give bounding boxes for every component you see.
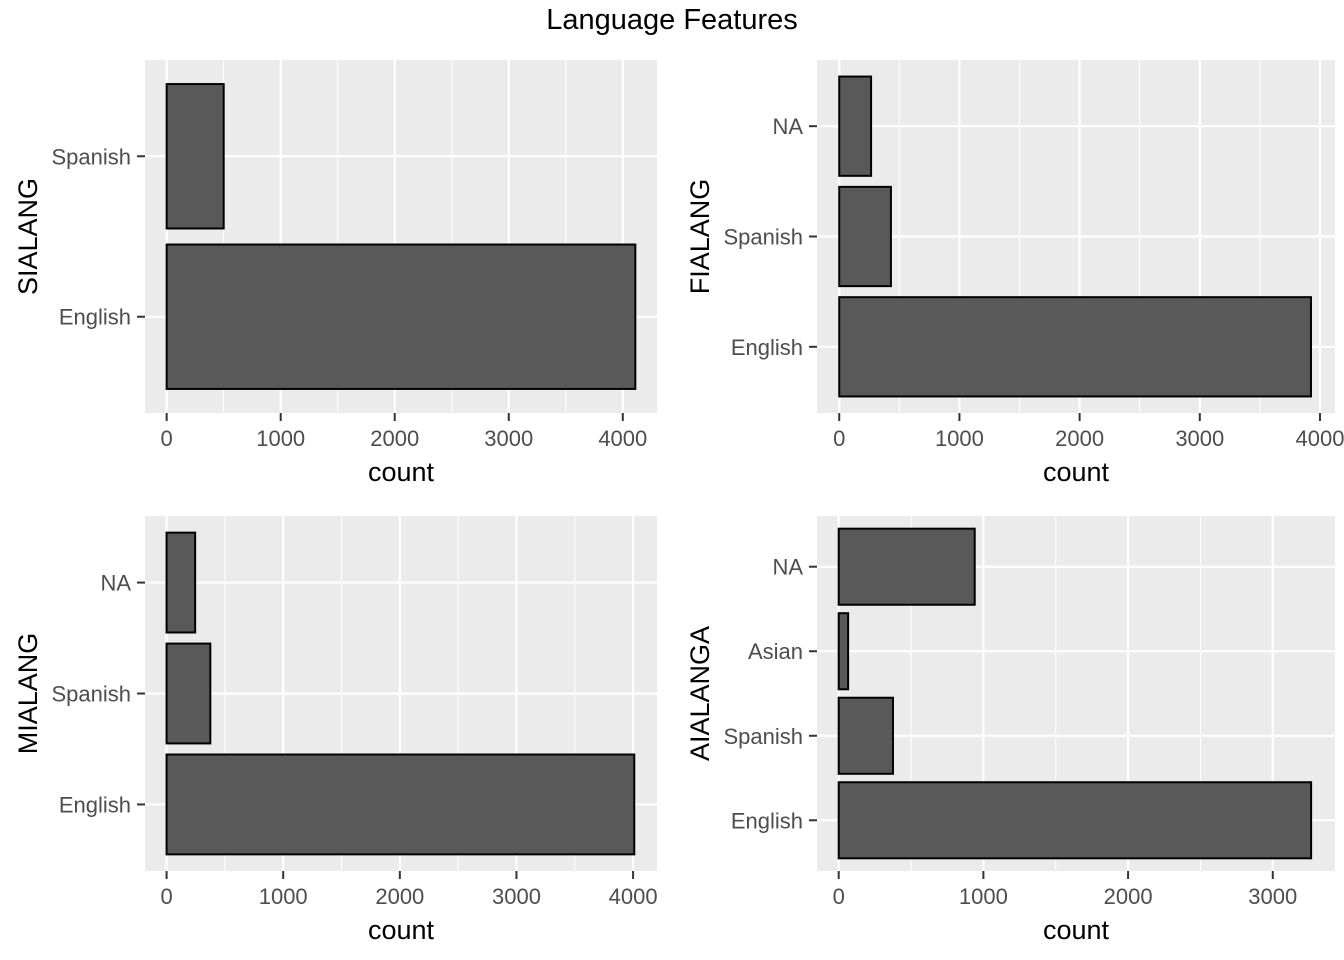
bar-english (838, 296, 1312, 398)
x-tick-label: 3000 (492, 884, 541, 909)
x-tick-label: 4000 (1296, 426, 1344, 451)
y-axis-title: MIALANG (13, 633, 43, 755)
x-tick-label: 3000 (1248, 884, 1297, 909)
bar-english (165, 753, 636, 856)
y-axis-title: SIALANG (13, 178, 43, 295)
bar-spanish (165, 83, 225, 230)
x-tick-label: 0 (160, 884, 172, 909)
y-tick-label: Spanish (723, 724, 803, 749)
y-tick-label: English (731, 808, 803, 833)
y-tick-label: NA (772, 555, 803, 580)
y-tick-label: NA (100, 571, 131, 596)
bar-spanish (837, 696, 894, 775)
x-tick-label: 1000 (935, 426, 984, 451)
x-tick-label: 2000 (370, 426, 419, 451)
bar-english (837, 781, 1313, 860)
x-tick-label: 1000 (959, 884, 1008, 909)
bar-na (165, 531, 197, 634)
y-axis-title: AIALANGA (685, 626, 715, 761)
bar-english (165, 243, 637, 390)
y-tick-label: English (731, 335, 803, 360)
x-axis-title: count (368, 457, 435, 487)
panel-aialanga: English Spanish Asian NA 0 1000 2000 3000 count A… (685, 516, 1335, 945)
bar-na (838, 75, 873, 177)
x-tick-label: 0 (833, 426, 845, 451)
x-tick-label: 1000 (259, 884, 308, 909)
panel-mialang: English Spanish NA 0 1000 2000 3000 4000 count MI… (13, 516, 658, 945)
bar-spanish (165, 642, 212, 745)
x-tick-label: 2000 (375, 884, 424, 909)
x-tick-label: 4000 (609, 884, 658, 909)
x-tick-label: 3000 (484, 426, 533, 451)
x-tick-label: 4000 (598, 426, 647, 451)
x-tick-label: 0 (161, 426, 173, 451)
x-tick-label: 3000 (1175, 426, 1224, 451)
y-tick-label: English (59, 305, 131, 330)
x-tick-label: 2000 (1055, 426, 1104, 451)
figure-title: Language Features (546, 4, 798, 36)
y-tick-label: Spanish (51, 144, 131, 169)
x-axis-title: count (1043, 915, 1110, 945)
panel-sialang: English Spanish 0 1000 2000 3000 4000 count SIAL… (13, 60, 657, 487)
bar-spanish (838, 185, 892, 288)
x-tick-label: 2000 (1104, 884, 1153, 909)
x-axis-title: count (368, 915, 435, 945)
panel-fialang: English Spanish NA 0 1000 2000 3000 4000 count FI… (685, 60, 1344, 487)
y-axis-title: FIALANG (685, 179, 715, 295)
bar-na (837, 527, 976, 606)
x-axis-title: count (1043, 457, 1110, 487)
bar-asian (837, 612, 850, 691)
x-tick-label: 1000 (256, 426, 305, 451)
y-tick-label: NA (772, 114, 803, 139)
y-tick-label: English (59, 792, 131, 817)
y-tick-label: Spanish (723, 225, 803, 250)
y-tick-label: Spanish (51, 682, 131, 707)
y-tick-label: Asian (748, 639, 803, 664)
x-tick-label: 0 (833, 884, 845, 909)
